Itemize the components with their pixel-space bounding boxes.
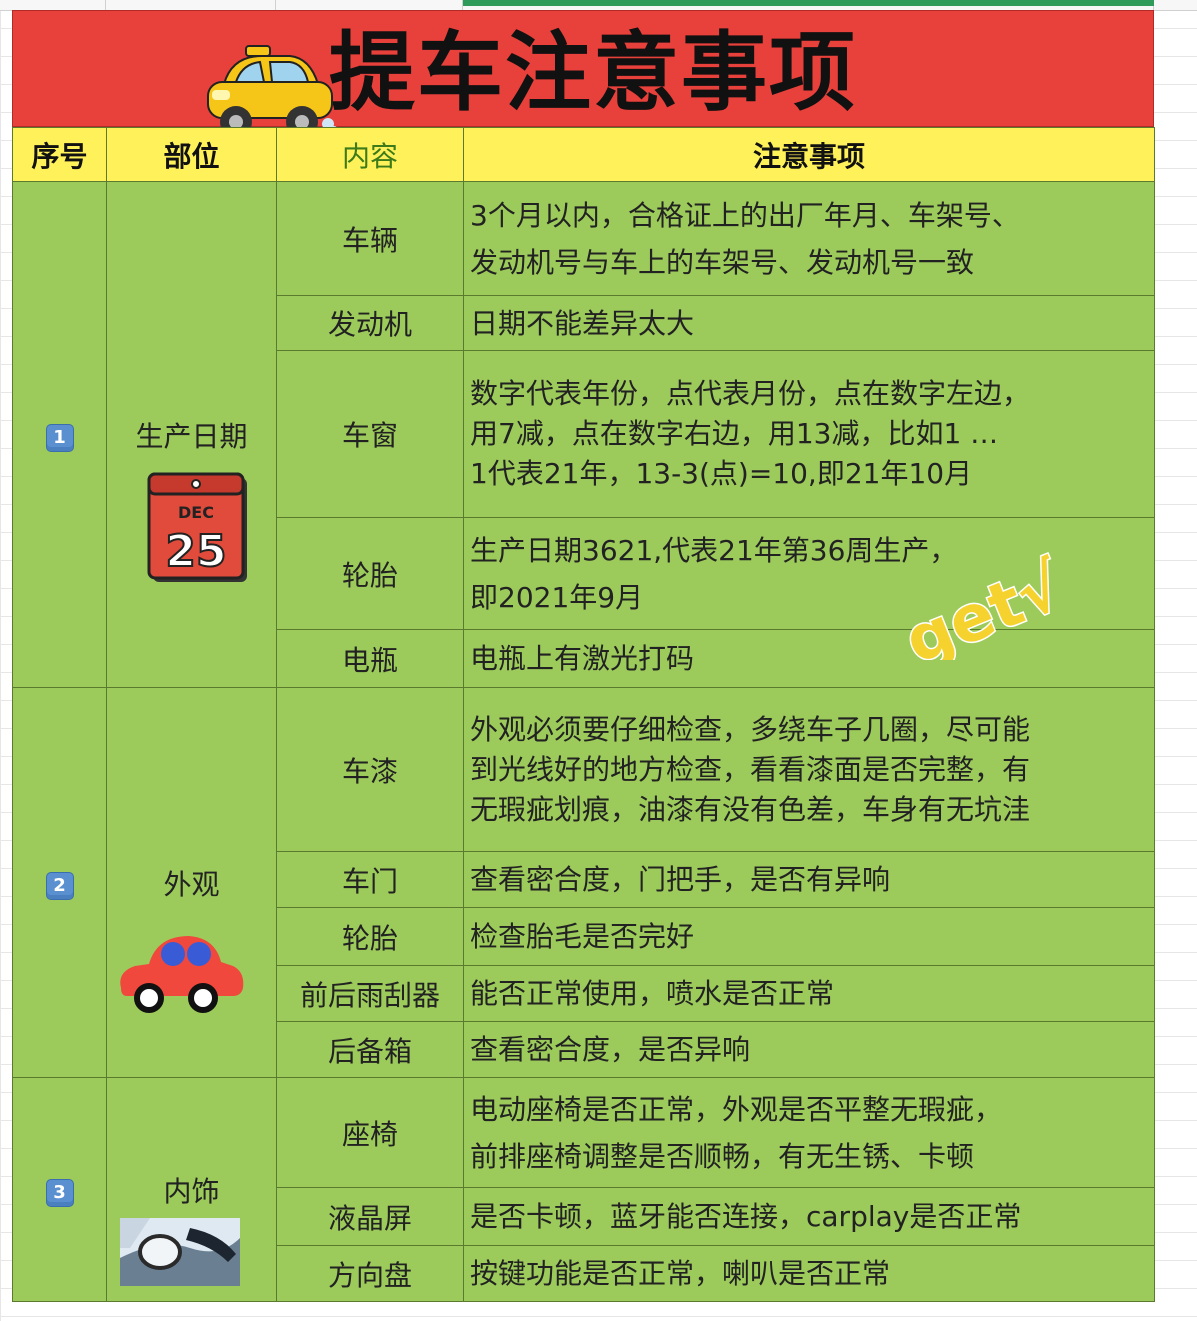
header-content: 内容 xyxy=(276,127,464,182)
title-bar: 提车注意事项 xyxy=(12,10,1154,127)
number-badge-icon: 2 xyxy=(45,872,74,900)
selected-column-indicator xyxy=(463,0,1154,6)
note-line: 是否卡顿，蓝牙能否连接，carplay是否正常 xyxy=(470,1200,1022,1233)
note-line: 日期不能差异太大 xyxy=(470,306,695,340)
table-row: 液晶屏 是否卡顿，蓝牙能否连接，carplay是否正常 xyxy=(13,1187,1155,1246)
content-cell: 方向盘 xyxy=(276,1245,464,1302)
table-row: 轮胎 检查胎毛是否完好 xyxy=(13,907,1155,966)
note-line: 前排座椅调整是否顺畅，有无生锈、卡顿 xyxy=(470,1139,975,1173)
table-row: 后备箱 查看密合度，是否异响 xyxy=(13,1021,1155,1078)
note-line: 用7减，点在数字右边，用13减，比如1 … xyxy=(470,417,999,450)
note-line: 电瓶上有激光打码 xyxy=(470,642,695,675)
content-cell: 电瓶 xyxy=(276,629,464,688)
car-interior-photo-icon xyxy=(120,1218,240,1286)
table-row: 车窗 数字代表年份，点代表月份，点在数字左边， 用7减，点在数字右边，用13减，… xyxy=(13,350,1155,518)
note-line: 能否正常使用，喷水是否正常 xyxy=(470,977,835,1010)
note-line: 电动座椅是否正常，外观是否平整无瑕疵， xyxy=(470,1092,1003,1126)
note-line: 发动机号与车上的车架号、发动机号一致 xyxy=(470,245,975,279)
content-cell: 发动机 xyxy=(276,295,464,351)
header-row: 序号 部位 内容 注意事项 xyxy=(12,127,1155,182)
number-badge-icon: 3 xyxy=(45,1179,74,1207)
note-cell: 查看密合度，门把手，是否有异响 xyxy=(463,851,1155,908)
note-line: 1代表21年，13-3(点)=10,即21年10月 xyxy=(470,457,973,490)
get-sticker-icon: get√ xyxy=(894,548,1065,660)
table-row: 1 生产日期 DEC 25 车辆 3个月以内，合格证上的出厂年月、车架号、 发动… xyxy=(12,181,1155,688)
content-cell: 轮胎 xyxy=(276,907,464,966)
header-part: 部位 xyxy=(106,127,277,182)
red-car-icon xyxy=(120,936,244,1013)
table-row: 车门 查看密合度，门把手，是否有异响 xyxy=(13,851,1155,908)
note-cell: 外观必须要仔细检查，多绕车子几圈，尽可能 到光线好的地方检查，看看漆面是否完整，… xyxy=(463,687,1155,852)
content-cell: 车窗 xyxy=(276,350,464,518)
note-cell: 日期不能差异太大 xyxy=(463,295,1155,351)
content-cell: 车辆 xyxy=(276,181,464,296)
note-cell: 生产日期3621,代表21年第36周生产， 即2021年9月 xyxy=(463,517,1155,630)
section-number-cell: 3 xyxy=(12,1077,107,1302)
table-row: 轮胎 生产日期3621,代表21年第36周生产， 即2021年9月 xyxy=(13,517,1155,630)
content-cell: 液晶屏 xyxy=(276,1187,464,1246)
header-seq: 序号 xyxy=(12,127,107,182)
note-cell: 按键功能是否正常，喇叭是否正常 xyxy=(463,1245,1155,1302)
table-row: 3 内饰 座椅 电动座椅是否正常，外观是否平整无瑕疵， 前排座椅调整是否顺畅，有… xyxy=(12,1077,1155,1302)
part-label: 内饰 xyxy=(163,1174,220,1208)
part-cell: 生产日期 DEC 25 xyxy=(106,181,277,688)
get-sticker-text: get√ xyxy=(895,550,1065,660)
note-cell: 查看密合度，是否异响 xyxy=(463,1021,1155,1078)
part-label: 生产日期 xyxy=(135,419,248,453)
content-cell: 车门 xyxy=(276,851,464,908)
content-cell: 轮胎 xyxy=(276,517,464,630)
table-row: 前后雨刮器 能否正常使用，喷水是否正常 xyxy=(13,965,1155,1022)
note-cell: 3个月以内，合格证上的出厂年月、车架号、 发动机号与车上的车架号、发动机号一致 xyxy=(463,181,1155,296)
content-cell: 后备箱 xyxy=(276,1021,464,1078)
note-line: 查看密合度，门把手，是否有异响 xyxy=(470,863,891,896)
header-notes: 注意事项 xyxy=(463,127,1155,182)
note-line: 数字代表年份，点代表月份，点在数字左边， xyxy=(470,377,1031,410)
calendar-day: 25 xyxy=(165,526,226,577)
note-cell: 电动座椅是否正常，外观是否平整无瑕疵， 前排座椅调整是否顺畅，有无生锈、卡顿 xyxy=(463,1077,1155,1188)
note-line: 无瑕疵划痕，油漆有没有色差，车身有无坑洼 xyxy=(470,792,1031,826)
note-line: 检查胎毛是否完好 xyxy=(470,920,695,953)
content-cell: 车漆 xyxy=(276,687,464,852)
note-cell: 是否卡顿，蓝牙能否连接，carplay是否正常 xyxy=(463,1187,1155,1246)
section-number-cell: 1 xyxy=(12,181,107,688)
note-line: 查看密合度，是否异响 xyxy=(470,1033,751,1066)
section-number-cell: 2 xyxy=(12,687,107,1078)
note-line: 生产日期3621,代表21年第36周生产， xyxy=(470,533,958,567)
calendar-month: DEC xyxy=(178,503,214,522)
part-cell: 外观 xyxy=(106,687,277,1078)
part-cell: 内饰 xyxy=(106,1077,277,1302)
part-label: 外观 xyxy=(163,867,220,901)
table-row: 方向盘 按键功能是否正常，喇叭是否正常 xyxy=(13,1245,1155,1302)
number-badge-icon: 1 xyxy=(45,424,74,452)
note-line: 即2021年9月 xyxy=(470,580,644,614)
page-title: 提车注意事项 xyxy=(329,23,857,123)
note-line: 3个月以内，合格证上的出厂年月、车架号、 xyxy=(470,198,1020,232)
table-row: 发动机 日期不能差异太大 xyxy=(13,295,1155,351)
note-line: 按键功能是否正常，喇叭是否正常 xyxy=(470,1257,891,1290)
calendar-icon: DEC 25 xyxy=(147,472,247,582)
note-cell: 数字代表年份，点代表月份，点在数字左边， 用7减，点在数字右边，用13减，比如1… xyxy=(463,350,1155,518)
table-row: 2 外观 车漆 外观必须要仔细检查，多绕车子几圈，尽可能 到光线好的地方检查，看… xyxy=(12,687,1155,1078)
note-cell: 检查胎毛是否完好 xyxy=(463,907,1155,966)
checklist-table: 序号 部位 内容 注意事项 1 生产日期 DEC 25 车辆 3个月以内，合格证… xyxy=(12,127,1155,1302)
content-cell: 前后雨刮器 xyxy=(276,965,464,1022)
note-cell: 能否正常使用，喷水是否正常 xyxy=(463,965,1155,1022)
note-line: 外观必须要仔细检查，多绕车子几圈，尽可能 xyxy=(470,712,1031,746)
note-line: 到光线好的地方检查，看看漆面是否完整，有 xyxy=(470,752,1031,786)
content-cell: 座椅 xyxy=(276,1077,464,1188)
